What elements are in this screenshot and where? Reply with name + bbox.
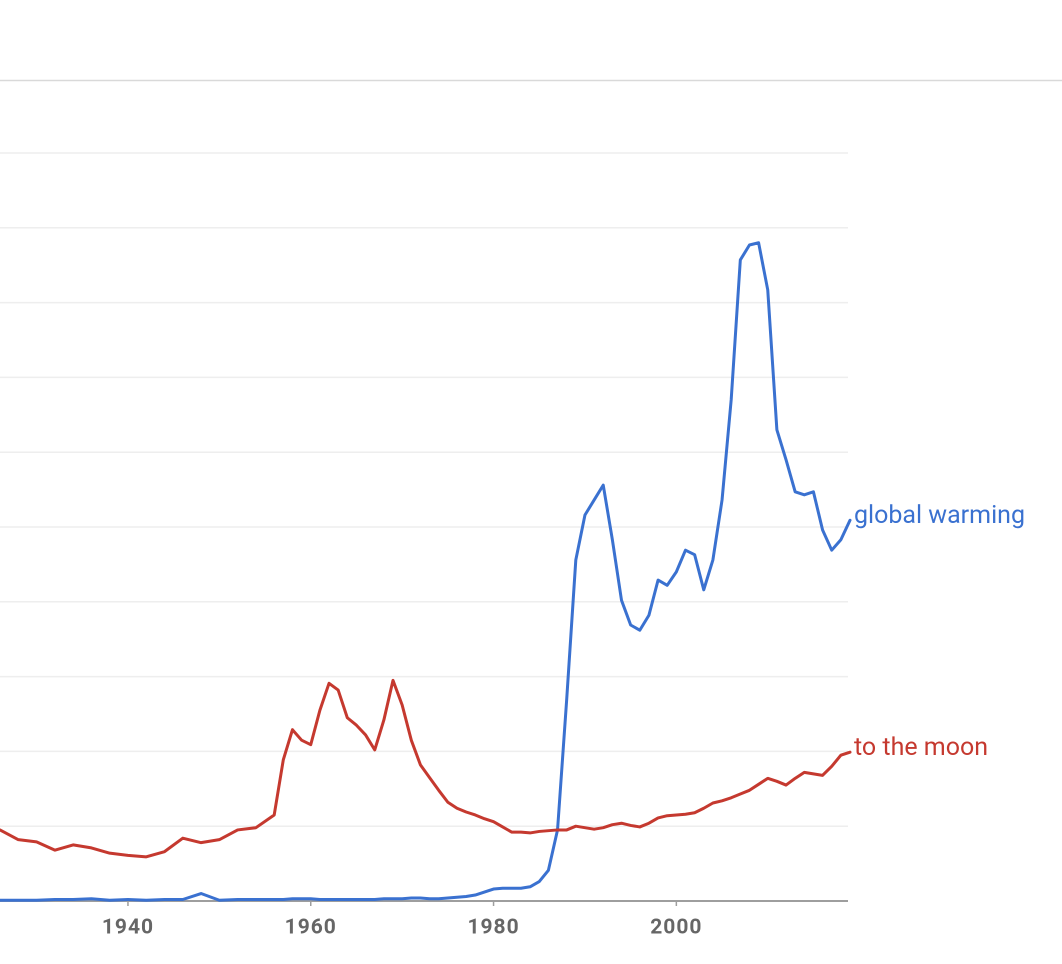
series-line [0,678,852,859]
series-line [0,241,852,902]
x-tick-label: 1960 [285,916,337,940]
series-label: to the moon [854,733,988,762]
series-label: global warming [854,501,1025,530]
x-tick-label: 1940 [102,916,154,940]
x-tick-label: 2000 [650,916,702,940]
x-tick-label: 1980 [467,916,519,940]
